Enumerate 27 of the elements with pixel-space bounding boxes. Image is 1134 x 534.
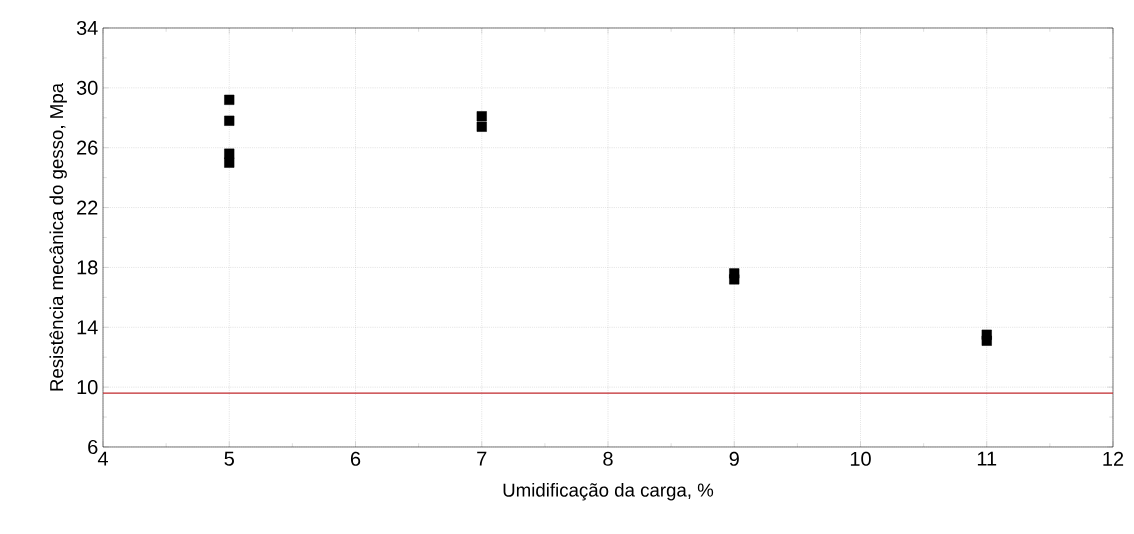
x-tick-label: 7 — [477, 451, 487, 466]
y-tick-label: 14 — [77, 320, 98, 335]
x-tick-label: 11 — [977, 451, 997, 466]
x-tick-label: 5 — [224, 451, 234, 466]
point — [981, 329, 992, 340]
point — [224, 157, 235, 168]
x-axis-title: Umidificação da carga, % — [503, 483, 714, 501]
x-tick-label: 8 — [603, 451, 613, 466]
x-tick-label: 10 — [850, 451, 871, 466]
point — [224, 94, 235, 105]
x-tick-label: 4 — [97, 451, 108, 466]
y-tick-label: 22 — [77, 200, 98, 215]
point — [476, 111, 487, 122]
x-tick-label: 6 — [350, 451, 361, 466]
point — [224, 148, 235, 159]
y-tick-label: 6 — [88, 439, 98, 455]
y-tick-label: 30 — [76, 80, 98, 95]
point — [476, 121, 487, 132]
x-tick-label: 12 — [1103, 451, 1124, 466]
y-axis-title: Resistência mecânica do gesso, Mpa — [49, 82, 67, 391]
y-tick-label: 10 — [77, 380, 98, 395]
x-tick-label: 9 — [729, 451, 739, 466]
y-tick-label: 26 — [77, 140, 98, 155]
point — [729, 268, 740, 279]
point — [224, 115, 235, 126]
y-tick-label: 18 — [77, 260, 98, 275]
y-tick-label: 34 — [76, 20, 98, 36]
